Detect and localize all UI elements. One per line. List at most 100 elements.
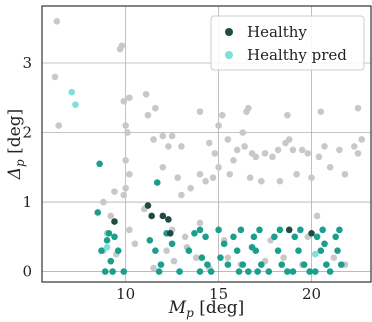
scatter-points [51, 17, 366, 275]
data-point-background [218, 111, 226, 119]
data-point-overlap [317, 247, 325, 255]
data-point-background [308, 174, 315, 182]
data-point-overlap [271, 233, 278, 241]
data-point-background [124, 129, 131, 136]
data-point-healthy [111, 218, 118, 225]
data-point-background [258, 177, 265, 185]
data-point-overlap [98, 247, 105, 255]
data-point-background [178, 143, 185, 150]
data-point-overlap [215, 226, 222, 234]
data-point-background [100, 198, 107, 206]
data-point-overlap [152, 247, 159, 255]
data-point-overlap [109, 268, 116, 275]
data-point-background [224, 254, 232, 261]
data-point-background [274, 146, 282, 154]
data-point-background [51, 73, 59, 81]
data-point-background [142, 90, 150, 98]
legend-box [210, 15, 365, 71]
data-point-background [150, 136, 157, 143]
data-point-healthy-pred [72, 101, 79, 109]
data-point-background [233, 146, 241, 154]
data-point-background [168, 132, 176, 140]
data-point-background [246, 174, 254, 182]
data-point-overlap [311, 268, 319, 275]
data-point-overlap [321, 240, 328, 248]
data-point-background [230, 157, 237, 164]
data-point-overlap [196, 268, 204, 275]
data-point-background [293, 170, 300, 178]
data-point-overlap [336, 226, 343, 234]
data-point-background [224, 136, 232, 143]
data-point-overlap [295, 247, 302, 255]
data-point-background [215, 163, 222, 171]
data-point-overlap [191, 230, 198, 237]
data-point-overlap [168, 240, 176, 248]
data-point-background [317, 108, 325, 115]
data-point-overlap [334, 247, 341, 255]
data-point-background [202, 177, 209, 185]
data-point-overlap [276, 226, 284, 234]
data-point-background [107, 212, 115, 220]
data-point-background [120, 191, 128, 199]
data-point-background [261, 150, 269, 157]
legend-label-healthy-pred: Healthy pred [247, 46, 347, 64]
y-tick-label: 2 [22, 124, 32, 142]
data-point-healthy-pred [68, 88, 76, 96]
data-point-overlap [323, 261, 330, 268]
data-point-overlap [233, 247, 241, 255]
data-point-overlap [176, 268, 183, 275]
data-point-overlap [248, 243, 256, 251]
data-point-background [126, 226, 133, 234]
data-point-overlap [332, 233, 339, 241]
data-point-background [159, 163, 167, 171]
y-axis-label: Δp [deg] [5, 109, 27, 180]
data-point-overlap [274, 247, 282, 255]
data-point-background [196, 170, 204, 178]
data-point-overlap [230, 233, 237, 241]
data-point-background [55, 122, 63, 129]
data-point-background [178, 191, 185, 199]
data-point-background [285, 136, 293, 143]
data-point-background [131, 240, 139, 248]
data-point-overlap [207, 268, 215, 275]
data-point-background [174, 174, 181, 182]
data-point-background [159, 132, 167, 140]
data-point-background [226, 170, 234, 178]
data-point-background [241, 143, 248, 150]
data-point-overlap [96, 160, 103, 168]
data-point-overlap [256, 226, 263, 234]
data-point-background [245, 104, 252, 112]
data-point-overlap [101, 268, 109, 275]
data-point-background [350, 143, 358, 150]
data-point-overlap [245, 268, 252, 275]
data-point-background [122, 122, 129, 129]
data-point-background [280, 254, 287, 261]
x-tick-label: 20 [302, 285, 321, 303]
data-point-background [205, 139, 213, 147]
data-point-overlap [105, 230, 113, 237]
data-point-background [53, 17, 61, 25]
legend-marker-healthy [225, 28, 233, 36]
data-point-overlap [278, 261, 286, 268]
data-point-overlap [239, 261, 247, 268]
data-point-background [120, 97, 128, 105]
data-point-background [330, 254, 338, 261]
data-point-healthy [159, 212, 167, 220]
data-point-background [215, 122, 222, 129]
data-point-background [192, 254, 200, 261]
data-point-overlap [300, 261, 308, 268]
data-point-healthy [144, 202, 152, 209]
y-tick-label: 3 [22, 54, 32, 72]
data-point-overlap [235, 268, 243, 275]
data-point-overlap [224, 261, 232, 268]
legend-marker-healthy-pred [225, 51, 233, 59]
data-point-background [122, 184, 129, 192]
data-point-background [209, 174, 217, 182]
data-point-background [211, 150, 219, 157]
data-point-healthy [165, 216, 172, 223]
data-point-background [165, 143, 172, 150]
data-point-overlap [254, 268, 261, 275]
data-point-overlap [319, 226, 326, 234]
data-point-healthy [308, 230, 315, 237]
